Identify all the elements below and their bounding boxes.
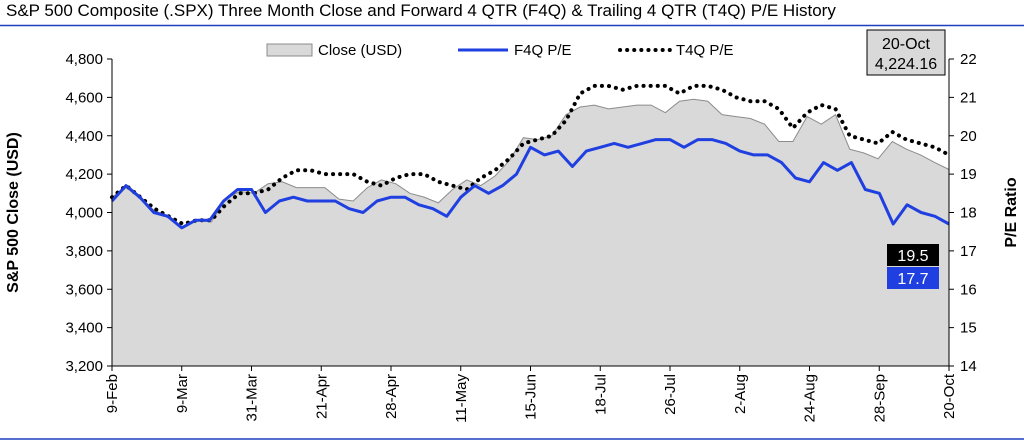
y2-tick-label: 22 <box>960 51 977 68</box>
y2-axis-title: P/E Ratio <box>1003 177 1020 247</box>
y-tick-label: 3,200 <box>65 358 103 375</box>
y-tick-label: 3,800 <box>65 243 103 260</box>
y-tick-label: 4,400 <box>65 128 103 145</box>
y-axis-title: S&P 500 Close (USD) <box>5 132 22 293</box>
x-tick-label: 9-Feb <box>104 374 121 413</box>
x-tick-label: 9-Mar <box>174 374 191 413</box>
x-tick-label: 31-Mar <box>244 374 261 422</box>
x-tick-label: 2-Aug <box>732 374 749 414</box>
y-tick-label: 4,600 <box>65 89 103 106</box>
t4q-badge <box>887 244 939 266</box>
close-area-outline <box>111 98 950 229</box>
axes: 3,200 3,400 3,600 3,800 4,000 4,200 4,400 4,600… <box>5 51 1020 423</box>
y2-tick-label: 17 <box>960 243 977 260</box>
chart-title: S&P 500 Composite (.SPX) Three Month Clo… <box>6 1 836 20</box>
legend-label-t4q: T4Q P/E <box>676 42 734 59</box>
y2-tick-label: 19 <box>960 166 977 183</box>
y-tick-label: 4,000 <box>65 205 103 222</box>
x-tick-label: 26-Jul <box>662 374 679 415</box>
legend-label-f4q: F4Q P/E <box>514 42 572 59</box>
x-tick-label: 21-Apr <box>313 374 330 419</box>
f4q-badge-value: 17.7 <box>897 271 928 288</box>
plot-area <box>110 83 951 367</box>
y2-tick-label: 14 <box>960 358 977 375</box>
y-tick-label: 4,200 <box>65 166 103 183</box>
y-tick-label: 4,800 <box>65 51 103 68</box>
x-tick-label: 28-Apr <box>383 374 400 419</box>
y2-tick-label: 18 <box>960 205 977 222</box>
x-tick-label: 24-Aug <box>802 374 819 422</box>
y2-tick-label: 20 <box>960 128 977 145</box>
y-tick-label: 3,400 <box>65 320 103 337</box>
legend-swatch-close <box>266 43 313 57</box>
y2-tick-label: 16 <box>960 281 977 298</box>
y2-tick-label: 15 <box>960 320 977 337</box>
close-area <box>112 99 949 367</box>
legend: Close (USD) F4Q P/E T4Q P/E <box>266 42 734 59</box>
x-tick-label: 28-Sep <box>871 374 888 422</box>
callout-value: 4,224.16 <box>875 56 937 73</box>
legend-label-close: Close (USD) <box>318 42 402 59</box>
t4q-pe-line <box>110 83 951 227</box>
x-tick-label: 11-May <box>453 374 470 423</box>
y2-tick-label: 21 <box>960 89 977 106</box>
callout-box <box>866 29 946 76</box>
current-pe-badges: 19.5 17.7 <box>887 244 939 289</box>
x-tick-label: 18-Jul <box>592 374 609 415</box>
x-tick-label: 20-Oct <box>941 373 958 419</box>
f4q-pe-line <box>110 138 950 230</box>
t4q-badge-value: 19.5 <box>897 248 928 265</box>
y-tick-label: 3,600 <box>65 281 103 298</box>
callout-date: 20-Oct <box>882 36 931 53</box>
last-close-callout: 20-Oct 4,224.16 <box>866 29 946 76</box>
x-tick-label: 15-Jun <box>523 374 540 420</box>
f4q-badge <box>887 267 939 289</box>
